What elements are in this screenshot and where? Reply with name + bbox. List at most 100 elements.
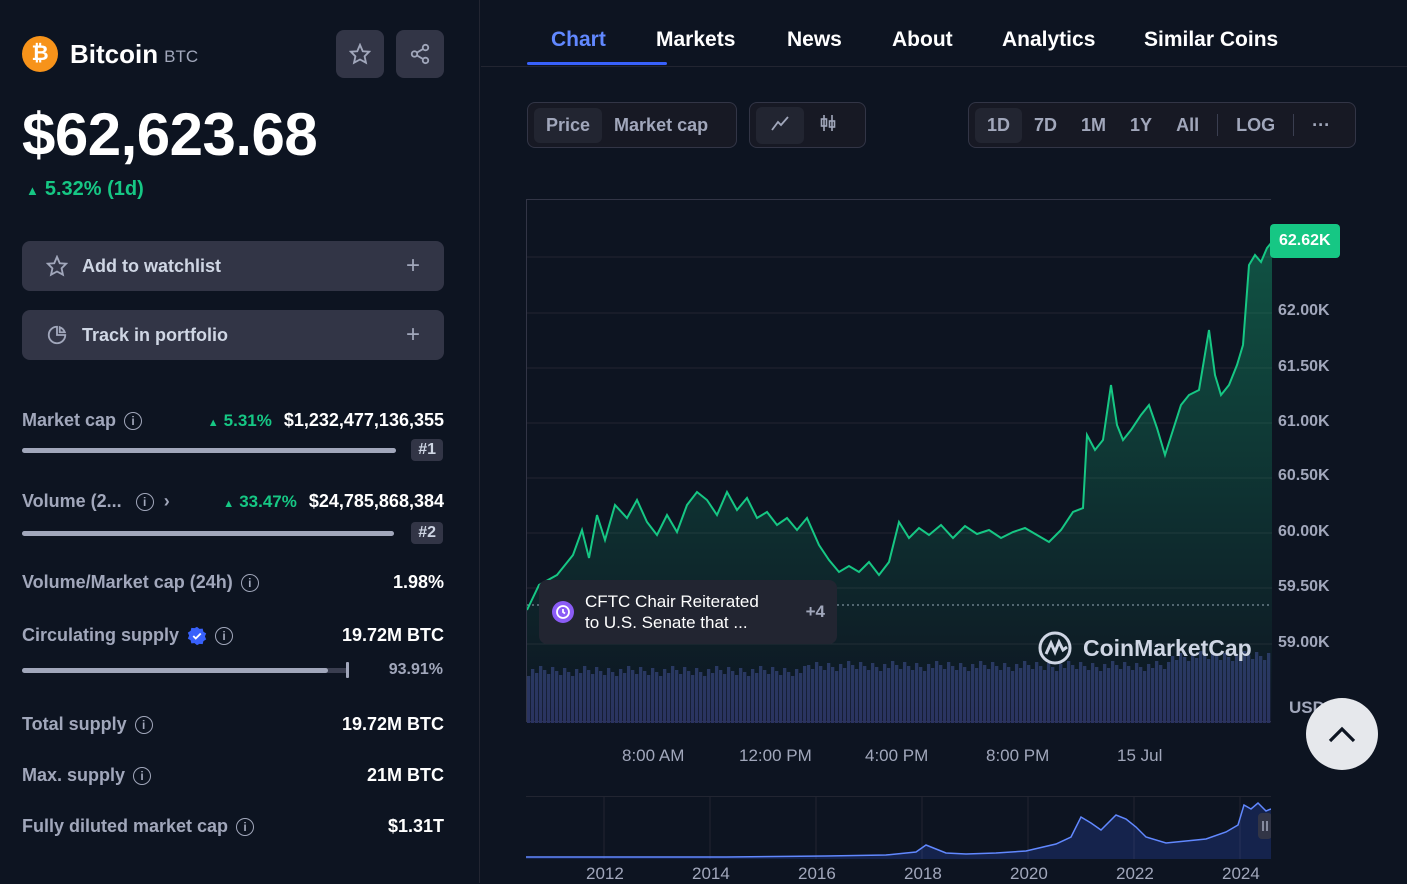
stat-value: 1.98% <box>392 572 444 592</box>
coinmarketcap-watermark: CoinMarketCap <box>1037 630 1252 666</box>
stat-label: Market cap <box>22 410 117 430</box>
tab-analytics[interactable]: Analytics <box>1002 28 1096 51</box>
more-options-button[interactable]: ··· <box>1312 114 1331 135</box>
star-button[interactable] <box>336 30 384 78</box>
news-more-count[interactable]: +4 <box>805 602 825 621</box>
info-icon[interactable]: i <box>236 817 255 836</box>
range-1d[interactable]: 1D <box>975 107 1023 143</box>
range-7d[interactable]: 7D <box>1034 114 1058 135</box>
coin-name: Bitcoin <box>70 38 159 69</box>
stat-market-cap: Market cap i ▲ 5.31% $1,232,477,136,355 <box>22 410 444 431</box>
pie-chart-icon <box>47 325 67 345</box>
scroll-to-top-button[interactable] <box>1306 698 1378 770</box>
coinmarketcap-logo-icon <box>1038 631 1072 665</box>
price-line <box>526 241 1273 611</box>
watchlist-label: Add to watchlist <box>82 255 221 276</box>
tab-markets[interactable]: Markets <box>656 28 736 51</box>
range-all[interactable]: All <box>1176 114 1200 135</box>
info-icon[interactable]: i <box>240 573 259 592</box>
candlestick-button[interactable] <box>804 106 852 145</box>
tab-news[interactable]: News <box>787 28 842 51</box>
stat-change: ▲ 33.47% <box>223 492 297 512</box>
stat-value: 21M BTC <box>366 765 444 785</box>
log-scale-toggle[interactable]: LOG <box>1236 114 1276 135</box>
rank-badge: #2 <box>411 522 443 544</box>
price-toggle[interactable]: Price <box>534 107 603 143</box>
y-tick: 60.00K <box>1278 523 1330 540</box>
line-chart-icon <box>771 115 789 131</box>
circulating-percent: 93.91% <box>388 661 443 678</box>
price-change-value: 5.32% (1d) <box>44 178 144 200</box>
divider <box>1293 114 1295 136</box>
stat-change: ▲ 5.31% <box>208 411 272 431</box>
share-icon <box>410 43 430 65</box>
range-navigator[interactable] <box>526 796 1272 859</box>
news-headline: CFTC Chair Reiterated to U.S. Senate tha… <box>585 591 759 633</box>
time-range-toggle: 1D 7D 1M 1Y All LOG ··· <box>968 102 1356 148</box>
tab-chart[interactable]: Chart <box>551 28 606 51</box>
chart-panel: Chart Markets News About Analytics Simil… <box>481 0 1407 883</box>
add-to-watchlist-button[interactable]: Add to watchlist + <box>22 241 444 291</box>
current-price-label: 62.62K <box>1270 224 1340 258</box>
star-icon <box>349 43 371 65</box>
navigator-handle[interactable] <box>1258 813 1272 839</box>
navigator-line <box>526 801 1272 858</box>
bitcoin-logo-icon: ₿ <box>22 36 58 72</box>
plus-icon: + <box>405 321 420 348</box>
coin-summary-panel: ₿ Bitcoin BTC $62,623.68 ▲ 5.32% (1d) Add… <box>0 0 480 883</box>
x-tick: 15 Jul <box>1117 746 1163 765</box>
tab-about[interactable]: About <box>892 28 953 51</box>
range-1y[interactable]: 1Y <box>1130 114 1153 135</box>
share-button[interactable] <box>396 30 444 78</box>
news-line-2: to U.S. Senate that ... <box>585 613 748 632</box>
y-tick: 59.00K <box>1278 634 1330 651</box>
coin-header: ₿ Bitcoin BTC <box>22 36 198 72</box>
active-tab-indicator <box>527 62 667 65</box>
candlestick-icon <box>820 114 836 131</box>
chart-type-toggle <box>749 102 866 148</box>
market-cap-toggle[interactable]: Market cap <box>614 114 709 135</box>
coin-symbol: BTC <box>164 47 199 66</box>
info-icon[interactable]: i <box>124 411 143 430</box>
news-line-1: CFTC Chair Reiterated <box>585 592 759 611</box>
line-chart-button[interactable] <box>756 106 804 144</box>
caret-up-icon: ▲ <box>26 183 39 198</box>
stat-label: Circulating supply <box>22 625 180 645</box>
price-change-badge: ▲ 5.32% (1d) <box>26 178 144 201</box>
stat-change-value: 5.31% <box>223 410 272 430</box>
stat-label: Fully diluted market cap <box>22 816 229 836</box>
info-icon[interactable]: i <box>215 626 234 645</box>
info-icon[interactable]: i <box>133 766 152 785</box>
circulating-supply-bar <box>22 668 348 673</box>
tab-similar-coins[interactable]: Similar Coins <box>1144 28 1279 51</box>
volume-bar <box>22 531 394 536</box>
x-tick: 8:00 AM <box>622 746 685 765</box>
chevron-right-icon[interactable]: › <box>163 491 170 511</box>
range-1m[interactable]: 1M <box>1081 114 1107 135</box>
stat-max-supply: Max. supply i 21M BTC <box>22 765 444 786</box>
y-tick: 61.00K <box>1278 413 1330 430</box>
news-popup[interactable]: CFTC Chair Reiterated to U.S. Senate tha… <box>539 580 837 644</box>
supply-marker <box>346 662 349 678</box>
stat-value: 19.72M BTC <box>341 714 444 734</box>
clock-icon <box>552 601 574 623</box>
x-tick: 8:00 PM <box>986 746 1050 765</box>
market-cap-bar <box>22 448 396 453</box>
stat-total-supply: Total supply i 19.72M BTC <box>22 714 444 735</box>
stat-value: 19.72M BTC <box>341 625 444 645</box>
tab-bar: Chart Markets News About Analytics Simil… <box>481 0 1407 67</box>
navigator-year: 2018 <box>904 864 942 883</box>
stat-value: $24,785,868,384 <box>308 491 444 511</box>
navigator-year: 2014 <box>692 864 730 883</box>
navigator-year: 2020 <box>1010 864 1048 883</box>
coin-price: $62,623.68 <box>22 101 318 168</box>
stat-label: Max. supply <box>22 765 126 785</box>
info-icon[interactable]: i <box>135 492 154 511</box>
verified-icon <box>187 626 207 645</box>
y-tick: 61.50K <box>1278 358 1330 375</box>
y-tick: 59.50K <box>1278 578 1330 595</box>
x-tick: 12:00 PM <box>739 746 812 765</box>
x-tick: 4:00 PM <box>865 746 929 765</box>
info-icon[interactable]: i <box>134 715 153 734</box>
track-in-portfolio-button[interactable]: Track in portfolio + <box>22 310 444 360</box>
